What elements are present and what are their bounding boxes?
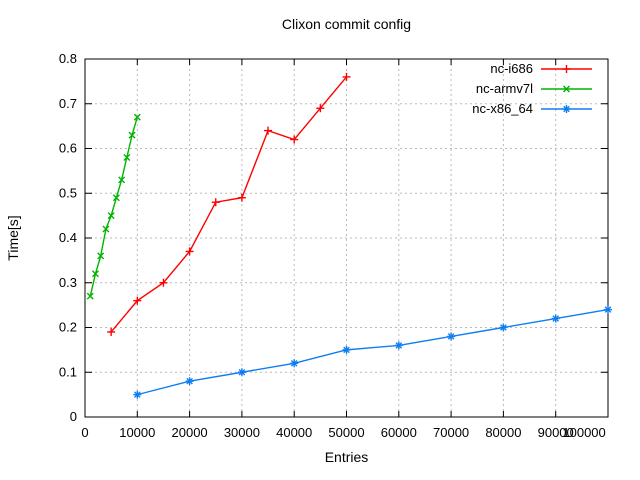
data-point-nc-x86_64-stroke bbox=[238, 368, 246, 376]
data-point-nc-armv7l bbox=[118, 176, 126, 184]
legend-marker-nc-armv7l-stroke bbox=[563, 85, 570, 93]
x-tick-label: 10000 bbox=[119, 425, 155, 440]
x-tick-label: 0 bbox=[81, 425, 88, 440]
data-point-nc-x86_64 bbox=[604, 305, 612, 314]
y-tick-label: 0.7 bbox=[59, 96, 77, 111]
x-tick-label: 80000 bbox=[485, 425, 521, 440]
chart-title: Clixon commit config bbox=[281, 16, 412, 32]
series-line-nc-i686 bbox=[110, 76, 348, 333]
data-point-nc-armv7l-stroke bbox=[102, 225, 110, 233]
data-point-nc-armv7l-stroke bbox=[118, 176, 126, 184]
x-tick-label: 50000 bbox=[328, 425, 364, 440]
data-point-nc-x86_64 bbox=[342, 345, 351, 354]
legend-marker-nc-x86_64 bbox=[562, 105, 571, 113]
series-line-nc-armv7l bbox=[89, 116, 138, 297]
data-point-nc-i686 bbox=[290, 135, 299, 144]
data-point-nc-x86_64-stroke bbox=[500, 324, 507, 331]
legend-label-nc-x86_64: nc-x86_64 bbox=[472, 101, 533, 116]
data-point-nc-armv7l-stroke bbox=[107, 212, 115, 220]
data-point-nc-i686 bbox=[211, 198, 220, 207]
data-point-nc-x86_64 bbox=[290, 359, 299, 368]
y-tick-label: 0.1 bbox=[59, 364, 77, 379]
data-point-nc-i686 bbox=[133, 296, 142, 305]
data-point-nc-i686 bbox=[159, 278, 168, 287]
data-point-nc-x86_64-stroke bbox=[290, 360, 298, 367]
data-point-nc-armv7l bbox=[97, 252, 105, 260]
data-point-nc-x86_64 bbox=[551, 314, 560, 323]
data-point-nc-armv7l bbox=[107, 212, 115, 220]
data-point-nc-i686 bbox=[185, 247, 194, 256]
x-tick-label: 70000 bbox=[433, 425, 469, 440]
data-point-nc-armv7l-stroke bbox=[97, 252, 105, 260]
data-point-nc-armv7l-stroke bbox=[128, 131, 136, 139]
data-point-nc-x86_64 bbox=[394, 341, 403, 350]
data-point-nc-x86_64 bbox=[237, 368, 246, 377]
legend-marker-nc-x86_64-stroke bbox=[563, 105, 570, 113]
data-point-nc-x86_64 bbox=[133, 390, 142, 399]
data-point-nc-armv7l bbox=[86, 292, 94, 300]
data-point-nc-i686 bbox=[316, 104, 325, 113]
y-tick-label: 0.5 bbox=[59, 185, 77, 200]
x-axis-label: Entries bbox=[324, 449, 369, 465]
data-point-nc-x86_64-stroke bbox=[447, 333, 455, 340]
data-point-nc-x86_64-stroke bbox=[186, 377, 193, 385]
data-point-nc-armv7l-stroke bbox=[91, 270, 99, 278]
data-point-nc-x86_64-stroke bbox=[395, 342, 403, 349]
x-tick-label: 60000 bbox=[381, 425, 417, 440]
y-tick-label: 0.4 bbox=[59, 230, 77, 245]
data-point-nc-armv7l bbox=[133, 113, 141, 121]
y-tick-label: 0.6 bbox=[59, 141, 77, 156]
series-line-nc-x86_64 bbox=[137, 308, 609, 396]
data-point-nc-x86_64-stroke bbox=[343, 346, 350, 354]
y-axis-label: Time[s] bbox=[5, 215, 21, 261]
legend-marker-nc-armv7l bbox=[563, 85, 570, 93]
data-point-nc-i686 bbox=[237, 193, 246, 202]
data-point-nc-x86_64-stroke bbox=[552, 315, 559, 322]
legend-label-nc-i686: nc-i686 bbox=[490, 61, 533, 76]
data-point-nc-x86_64 bbox=[499, 323, 508, 332]
data-point-nc-x86_64 bbox=[447, 332, 456, 341]
data-point-nc-i686 bbox=[264, 126, 273, 135]
legend-marker-nc-i686 bbox=[562, 65, 571, 73]
data-point-nc-x86_64-stroke bbox=[134, 391, 141, 398]
y-tick-label: 0 bbox=[70, 409, 77, 424]
data-point-nc-i686 bbox=[107, 327, 116, 336]
data-point-nc-armv7l-stroke bbox=[133, 113, 141, 121]
x-tick-label: 40000 bbox=[276, 425, 312, 440]
x-tick-label: 30000 bbox=[224, 425, 260, 440]
y-tick-label: 0.3 bbox=[59, 275, 77, 290]
x-tick-label: 100000 bbox=[562, 425, 605, 440]
data-point-nc-armv7l-stroke bbox=[112, 194, 120, 202]
x-tick-label: 20000 bbox=[172, 425, 208, 440]
data-point-nc-x86_64 bbox=[185, 377, 194, 386]
data-point-nc-armv7l bbox=[128, 131, 136, 139]
data-point-nc-i686 bbox=[342, 72, 351, 81]
legend-label-nc-armv7l: nc-armv7l bbox=[476, 81, 533, 96]
data-point-nc-armv7l bbox=[123, 153, 131, 161]
y-tick-label: 0.8 bbox=[59, 51, 77, 66]
data-point-nc-x86_64-stroke bbox=[604, 306, 612, 313]
data-point-nc-armv7l-stroke bbox=[86, 292, 94, 300]
data-point-nc-armv7l bbox=[102, 225, 110, 233]
x-tick-label: 90000 bbox=[538, 425, 574, 440]
data-point-nc-armv7l bbox=[112, 194, 120, 202]
y-tick-label: 0.2 bbox=[59, 320, 77, 335]
data-point-nc-armv7l bbox=[91, 270, 99, 278]
data-point-nc-armv7l-stroke bbox=[123, 153, 131, 161]
